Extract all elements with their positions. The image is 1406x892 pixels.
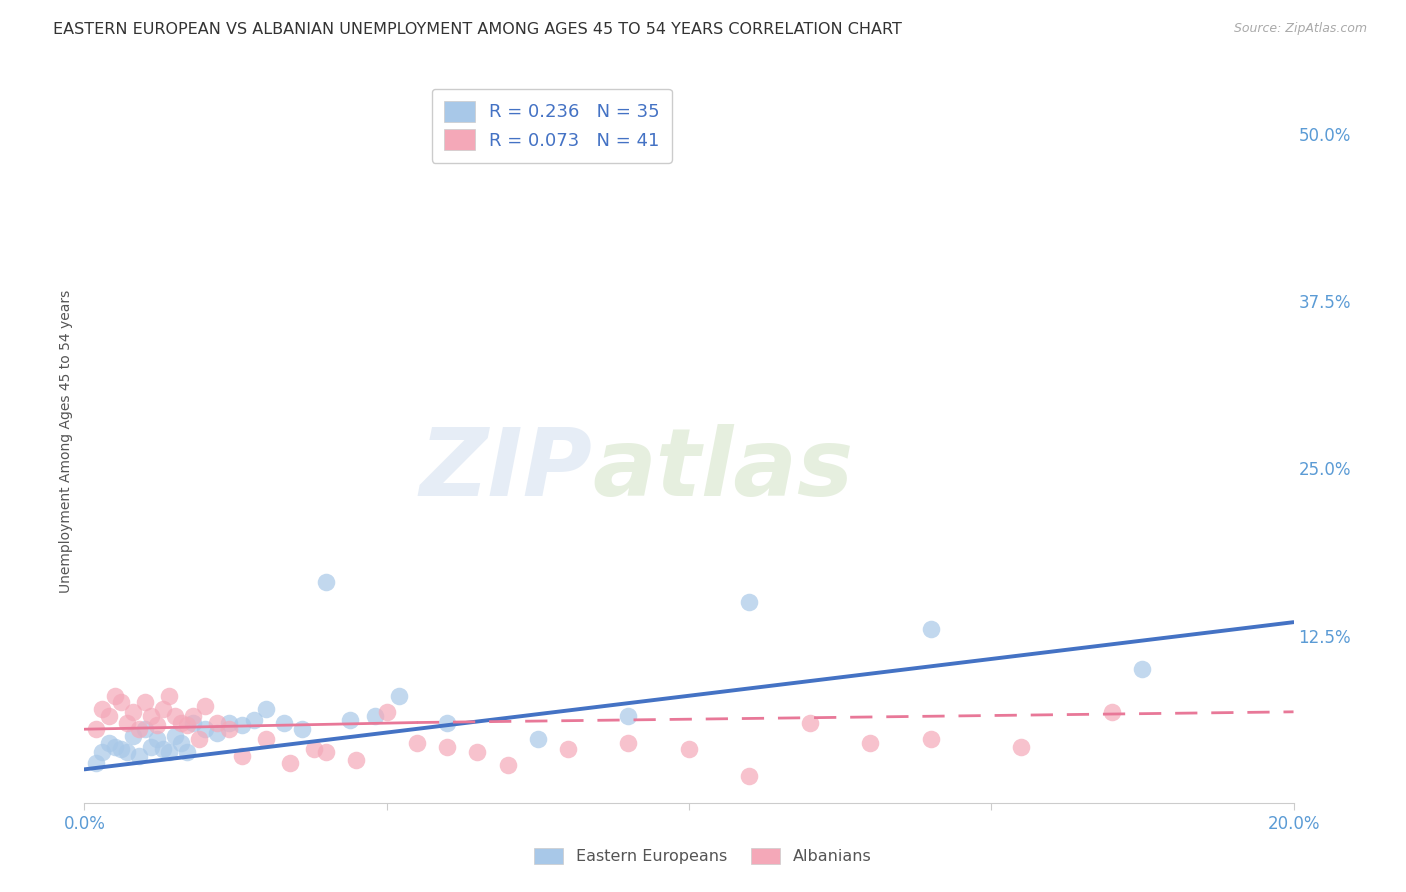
Point [346,753,368,767]
Point [115,715,138,730]
Text: EASTERN EUROPEAN VS ALBANIAN UNEMPLOYMENT AMONG AGES 45 TO 54 YEARS CORRELATION : EASTERN EUROPEAN VS ALBANIAN UNEMPLOYMEN… [53,22,903,37]
Point [218,715,240,730]
Text: Source: ZipAtlas.com: Source: ZipAtlas.com [1233,22,1367,36]
Point [363,708,385,723]
Point [273,715,295,730]
Point [678,742,700,756]
Point [302,742,325,756]
Point [194,699,217,714]
Point [218,723,240,737]
Point [128,749,150,764]
Point [139,739,162,754]
Point [181,708,204,723]
Point [110,696,132,710]
Point [194,723,217,737]
Point [254,702,277,716]
Point [375,705,398,719]
Point [86,756,108,770]
Point [617,708,640,723]
Point [176,718,198,732]
Point [134,723,156,737]
Point [146,718,169,732]
Point [254,731,277,746]
Legend: Eastern Europeans, Albanians: Eastern Europeans, Albanians [529,841,877,871]
Point [134,696,156,710]
Point [188,731,211,746]
Point [291,723,314,737]
Legend: R = 0.236   N = 35, R = 0.073   N = 41: R = 0.236 N = 35, R = 0.073 N = 41 [432,89,672,162]
Point [165,708,187,723]
Point [170,735,193,749]
Point [207,726,229,740]
Point [799,715,821,730]
Point [557,742,579,756]
Point [104,739,127,754]
Point [436,739,458,754]
Point [152,702,174,716]
Point [859,735,882,749]
Point [86,723,108,737]
Point [121,705,143,719]
Point [115,745,138,759]
Point [388,689,411,703]
Point [738,769,761,783]
Point [91,702,114,716]
Point [231,749,253,764]
Point [170,715,193,730]
Point [920,731,942,746]
Point [339,713,361,727]
Point [97,708,120,723]
Point [278,756,301,770]
Point [104,689,127,703]
Point [496,758,519,772]
Point [406,735,429,749]
Point [1101,705,1123,719]
Point [242,713,264,727]
Point [738,595,761,609]
Text: ZIP: ZIP [419,425,592,516]
Point [315,575,337,590]
Point [97,735,120,749]
Point [110,742,132,756]
Point [436,715,458,730]
Point [467,745,489,759]
Point [527,731,550,746]
Point [207,715,229,730]
Point [176,745,198,759]
Point [121,729,143,743]
Point [157,689,180,703]
Point [139,708,162,723]
Point [315,745,337,759]
Point [165,729,187,743]
Y-axis label: Unemployment Among Ages 45 to 54 years: Unemployment Among Ages 45 to 54 years [59,290,73,593]
Text: atlas: atlas [592,425,853,516]
Point [152,742,174,756]
Point [91,745,114,759]
Point [146,731,169,746]
Point [231,718,253,732]
Point [617,735,640,749]
Point [181,715,204,730]
Point [1011,739,1033,754]
Point [920,622,942,636]
Point [1130,662,1153,676]
Point [157,745,180,759]
Point [128,723,150,737]
